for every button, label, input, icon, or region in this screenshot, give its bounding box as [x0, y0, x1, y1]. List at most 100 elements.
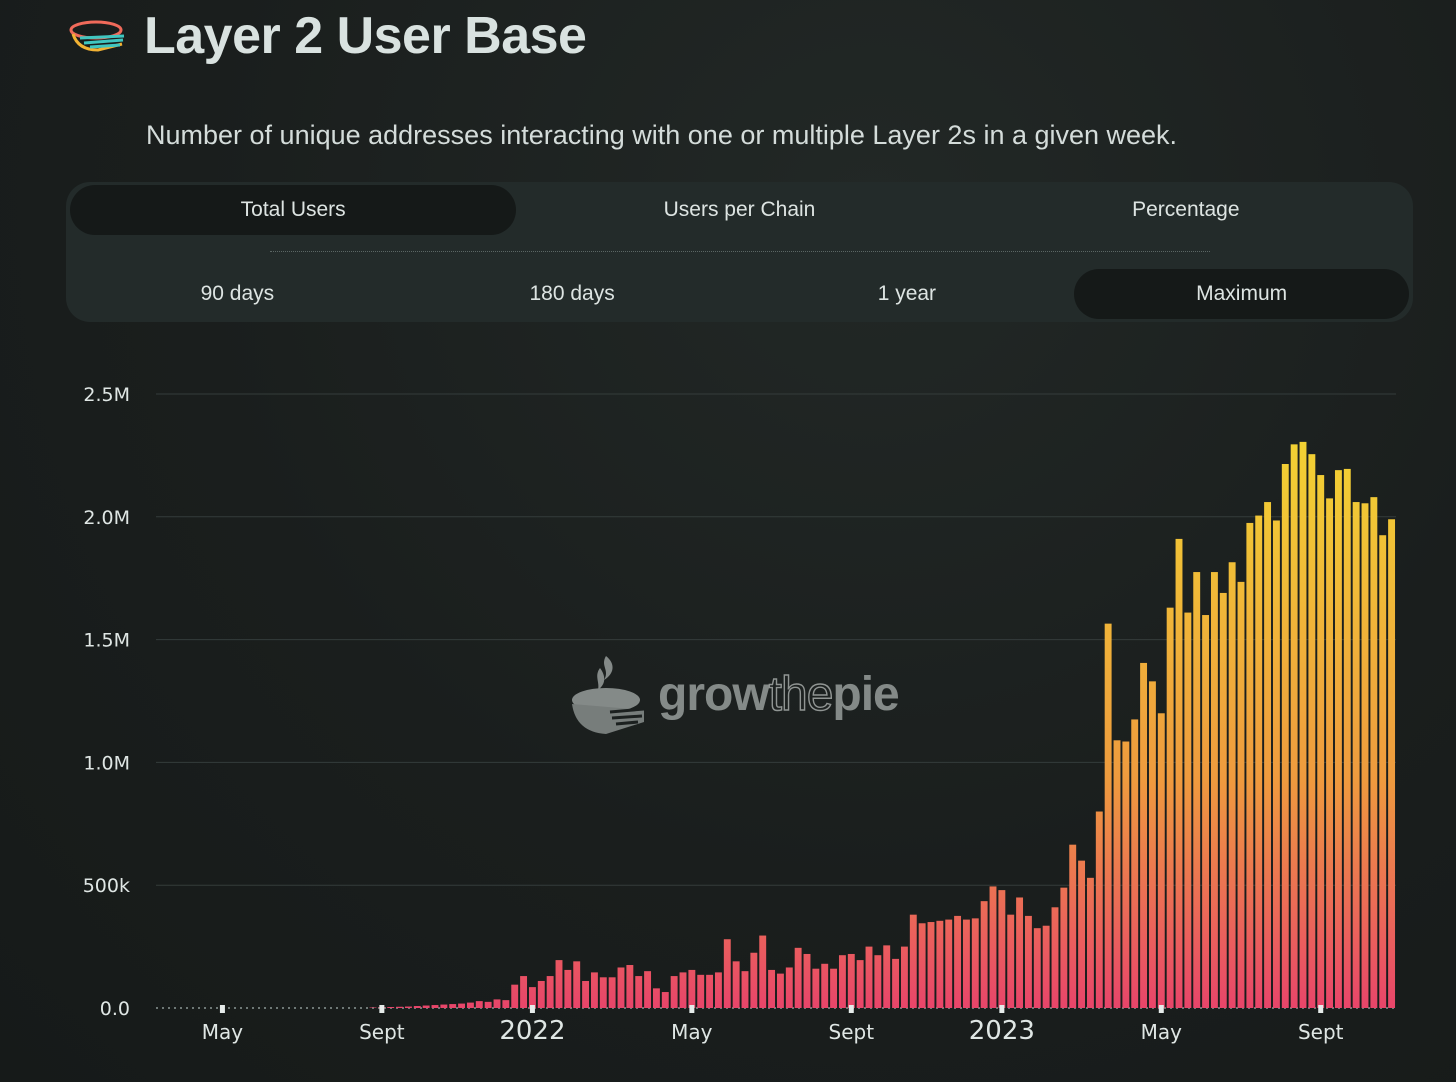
bar [582, 980, 590, 1008]
bar [679, 972, 687, 1008]
pie-watermark-icon [572, 656, 645, 734]
bar [1317, 475, 1325, 1008]
x-tick-label: May [202, 1020, 244, 1044]
bar [794, 947, 802, 1008]
bar [1281, 464, 1289, 1008]
bar [706, 974, 714, 1008]
bar [670, 976, 678, 1008]
range-90-days[interactable]: 90 days [200, 282, 275, 305]
bar [838, 955, 846, 1008]
x-tick-mark [848, 1005, 854, 1013]
bar [1131, 719, 1139, 1008]
controls-divider [270, 251, 1210, 252]
bar [1193, 572, 1201, 1008]
range-maximum[interactable]: Maximum [1074, 269, 1409, 319]
bar [590, 972, 598, 1008]
bar [449, 1004, 457, 1008]
bar [980, 901, 988, 1008]
bar [458, 1003, 466, 1008]
bar [1157, 713, 1165, 1008]
bar [608, 977, 616, 1008]
x-tick-label: Sept [359, 1020, 405, 1044]
bar [1272, 520, 1280, 1008]
bar [466, 1002, 474, 1008]
x-tick-label: May [671, 1020, 713, 1044]
bar [431, 1005, 439, 1008]
bar [892, 958, 900, 1008]
bar [1228, 562, 1236, 1008]
bar [883, 945, 891, 1008]
bar [1184, 612, 1192, 1008]
bar [741, 971, 749, 1008]
x-tick-mark [529, 1005, 535, 1013]
bar [759, 935, 767, 1008]
y-axis: 0.0 500k 1.0M 1.5M 2.0M 2.5M [83, 384, 130, 1020]
bar [626, 965, 634, 1008]
bar [511, 984, 519, 1008]
bar [1166, 607, 1174, 1008]
bar [1007, 914, 1015, 1008]
x-tick-mark [999, 1005, 1005, 1013]
bar [546, 976, 554, 1008]
bar [750, 952, 758, 1008]
bar [484, 1001, 492, 1008]
bar [714, 972, 722, 1008]
bar [768, 969, 776, 1008]
user-base-bar-chart: 0.0 500k 1.0M 1.5M 2.0M 2.5M May Sept 2022 May Se… [83, 384, 1396, 1046]
growthepie-watermark: growthepie [570, 652, 900, 736]
tab-users-per-chain[interactable]: Users per Chain [663, 198, 816, 221]
y-tick-label: 1.5M [83, 630, 130, 652]
bar [971, 918, 979, 1008]
y-tick-label: 1.0M [83, 752, 130, 774]
bar [555, 960, 563, 1008]
bar [697, 974, 705, 1008]
bar [1219, 592, 1227, 1008]
bar [723, 939, 731, 1008]
bar [413, 1006, 421, 1008]
bar [564, 969, 572, 1008]
bar [1388, 519, 1396, 1008]
bar [1140, 662, 1148, 1008]
bar [599, 977, 607, 1008]
bar [927, 922, 935, 1008]
bar [936, 920, 944, 1008]
bar [856, 960, 864, 1008]
x-tick-mark [1158, 1005, 1164, 1013]
x-tick-label: 2023 [969, 1016, 1035, 1046]
range-1-year[interactable]: 1 year [877, 282, 937, 305]
tab-percentage[interactable]: Percentage [1132, 198, 1240, 221]
bar [1255, 515, 1263, 1008]
x-tick-mark [689, 1005, 695, 1013]
bar [1113, 740, 1121, 1008]
bar [652, 988, 660, 1008]
bar [1148, 681, 1156, 1008]
tab-total-users[interactable]: Total Users [70, 185, 517, 235]
bar [617, 967, 625, 1008]
bar [661, 992, 669, 1008]
bar [1078, 860, 1086, 1008]
bar [1264, 502, 1272, 1008]
x-axis: May Sept 2022 May Sept 2023 May Sept [202, 1005, 1344, 1046]
bar [1122, 741, 1130, 1008]
pie-logo-icon [69, 20, 125, 52]
view-tabs: Total Users Users per Chain Percentage [70, 185, 1409, 235]
y-tick-label: 2.0M [83, 507, 130, 529]
bar [954, 915, 962, 1008]
chart-controls: Total Users Users per Chain Percentage 9… [66, 182, 1413, 322]
bar [998, 890, 1006, 1008]
bar [422, 1005, 430, 1008]
x-tick-label: 2022 [499, 1016, 565, 1046]
bar [387, 1007, 395, 1008]
bar [1370, 497, 1378, 1008]
bar [644, 971, 652, 1008]
bar [1379, 535, 1387, 1008]
x-tick-mark [1318, 1005, 1324, 1013]
bar [803, 953, 811, 1008]
bar [821, 963, 829, 1008]
bar [830, 968, 838, 1008]
range-180-days[interactable]: 180 days [529, 282, 615, 305]
bar [1175, 538, 1183, 1008]
bar [1352, 502, 1360, 1008]
bar [1086, 877, 1094, 1008]
bar [989, 886, 997, 1008]
